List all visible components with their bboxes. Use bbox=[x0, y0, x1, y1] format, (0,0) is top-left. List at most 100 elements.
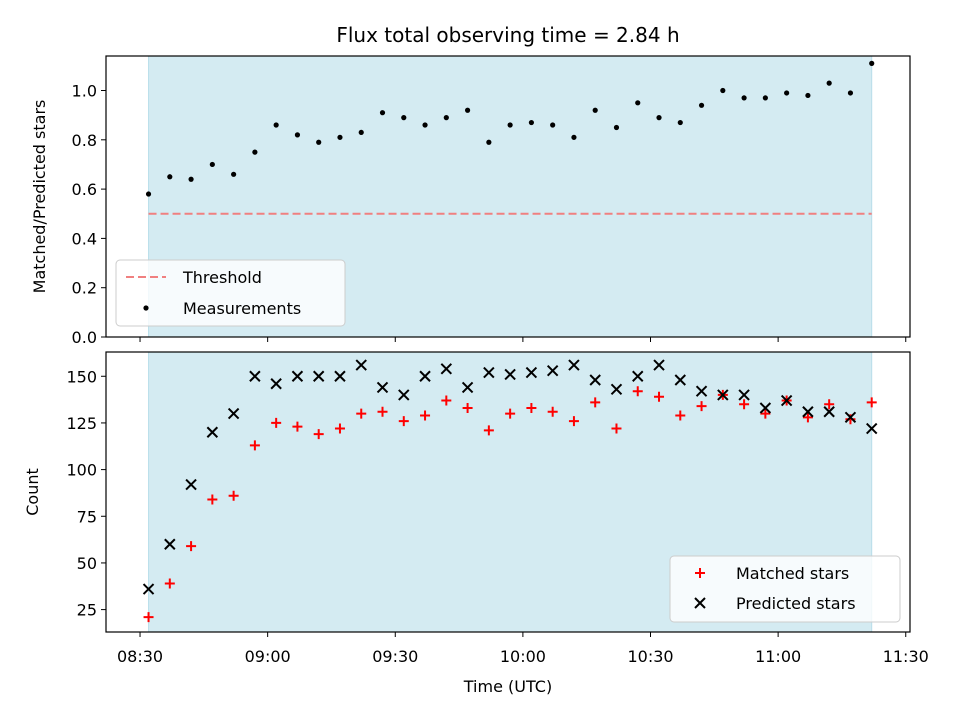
matched-star-point bbox=[313, 429, 324, 440]
matched-star-point bbox=[420, 410, 431, 421]
matched-star-point bbox=[441, 395, 452, 406]
matched-star-point bbox=[483, 425, 494, 436]
measurement-point bbox=[294, 132, 301, 138]
matched-star-point bbox=[568, 416, 579, 427]
y-tick-label: 100 bbox=[66, 461, 97, 480]
x-tick-label: 08:30 bbox=[117, 647, 163, 666]
x-tick-label: 11:30 bbox=[883, 647, 929, 666]
matched-star-point bbox=[632, 386, 643, 397]
measurement-point bbox=[209, 161, 215, 168]
matched-star-point bbox=[654, 391, 665, 402]
predicted-star-point bbox=[334, 370, 346, 382]
measurement-point bbox=[847, 90, 854, 96]
measurement-point bbox=[635, 100, 641, 106]
matched-star-point bbox=[164, 578, 175, 589]
matched-star-point bbox=[824, 399, 835, 410]
y-tick-label: 0.8 bbox=[72, 131, 97, 150]
legend: Threshold Measurements bbox=[115, 259, 346, 327]
predicted-star-point bbox=[610, 383, 623, 396]
y-axis-label: Matched/Predicted stars bbox=[30, 100, 49, 294]
measurement-point bbox=[507, 122, 513, 128]
measurement-point bbox=[337, 134, 343, 140]
y-tick-label: 0.2 bbox=[72, 279, 97, 298]
predicted-star-point bbox=[376, 381, 389, 394]
legend: Matched stars Predicted stars bbox=[669, 555, 901, 623]
matched-star-point bbox=[377, 406, 388, 417]
matched-star-point bbox=[271, 417, 282, 428]
matched-star-point bbox=[505, 408, 516, 419]
matched-star-point bbox=[760, 408, 771, 419]
matched-star-point bbox=[398, 416, 409, 427]
measurement-point bbox=[443, 115, 449, 121]
matched-star-point bbox=[547, 406, 558, 417]
predicted-star-point bbox=[695, 385, 708, 397]
x-tick-label: 09:30 bbox=[372, 647, 418, 666]
predicted-star-point bbox=[504, 368, 516, 381]
matched-star-point bbox=[228, 490, 239, 501]
measurement-point bbox=[464, 107, 471, 113]
matched-star-point bbox=[462, 403, 473, 413]
predicted-star-point bbox=[653, 359, 665, 371]
predicted-star-point bbox=[632, 370, 644, 382]
predicted-star-point bbox=[291, 370, 304, 382]
legend-matched-swatch bbox=[695, 568, 705, 578]
measurement-point bbox=[656, 115, 662, 121]
measurement-point bbox=[167, 174, 173, 180]
matched-star-point bbox=[739, 399, 750, 410]
matched-star-point bbox=[611, 423, 622, 434]
matched-star-point bbox=[143, 612, 154, 623]
predicted-star-point bbox=[823, 406, 835, 418]
y-tick-label: 150 bbox=[66, 367, 97, 386]
measurement-point bbox=[571, 134, 577, 140]
measurement-point bbox=[528, 119, 534, 126]
measurement-point bbox=[145, 191, 152, 197]
measurement-point bbox=[677, 119, 683, 126]
measurement-point bbox=[741, 95, 747, 101]
measurement-point bbox=[613, 124, 620, 131]
y-tick-label: 1.0 bbox=[72, 82, 97, 101]
legend-matched-label: Matched stars bbox=[736, 564, 849, 583]
measurement-point bbox=[379, 110, 386, 116]
x-tick-label: 09:00 bbox=[245, 647, 291, 666]
measurement-point bbox=[720, 87, 726, 94]
axes-frame bbox=[105, 55, 911, 338]
legend-box bbox=[669, 555, 901, 623]
legend-predicted-swatch bbox=[694, 597, 706, 609]
measurement-point bbox=[252, 149, 258, 155]
matched-star-point bbox=[207, 494, 218, 505]
y-tick-label: 0.4 bbox=[72, 229, 97, 248]
measurement-point bbox=[358, 129, 364, 136]
matched-star-point bbox=[292, 421, 303, 432]
matched-star-point bbox=[696, 401, 707, 412]
x-tick-label: 11:00 bbox=[755, 647, 801, 666]
count-panel: 25 50 75 100 125 150 08:30 09:00 09:30 10:00 10:30… bbox=[23, 351, 929, 666]
predicted-star-point bbox=[674, 374, 686, 386]
legend-threshold-label: Threshold bbox=[182, 268, 262, 287]
y-tick-label: 0.0 bbox=[72, 328, 97, 347]
matched-star-point bbox=[590, 397, 601, 408]
predicted-star-point bbox=[589, 374, 601, 386]
predicted-star-point bbox=[802, 406, 814, 418]
predicted-star-point bbox=[142, 583, 155, 595]
predicted-star-point bbox=[461, 381, 474, 394]
predicted-star-point bbox=[866, 422, 878, 435]
matched-star-point bbox=[526, 403, 537, 413]
x-axis-label: Time (UTC) bbox=[463, 677, 552, 696]
predicted-star-point bbox=[759, 402, 772, 414]
measurement-point bbox=[698, 102, 705, 108]
measurement-point bbox=[401, 115, 407, 121]
predicted-star-point bbox=[546, 364, 559, 377]
axes-frame bbox=[105, 351, 911, 633]
measurement-point bbox=[805, 92, 811, 99]
y-tick-label: 75 bbox=[77, 507, 97, 526]
x-tick-label: 10:30 bbox=[627, 647, 673, 666]
measurement-point bbox=[592, 107, 598, 113]
predicted-star-point bbox=[844, 411, 857, 424]
predicted-star-point bbox=[483, 366, 495, 379]
predicted-star-point bbox=[227, 407, 240, 420]
predicted-star-point bbox=[355, 359, 367, 371]
predicted-star-point bbox=[270, 378, 282, 390]
predicted-star-point bbox=[185, 478, 197, 491]
legend-measurement-swatch bbox=[143, 305, 149, 311]
legend-box bbox=[115, 259, 346, 327]
